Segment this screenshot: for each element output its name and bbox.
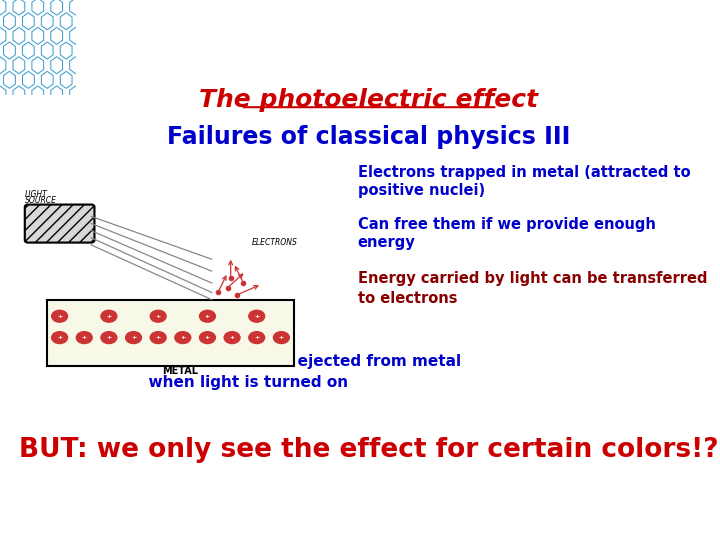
Text: +: + — [254, 314, 259, 319]
Circle shape — [249, 332, 265, 343]
Text: Failures of classical physics III: Failures of classical physics III — [167, 125, 571, 149]
Text: +: + — [81, 335, 87, 340]
Circle shape — [150, 310, 166, 322]
Circle shape — [224, 332, 240, 343]
Circle shape — [101, 310, 117, 322]
Text: +: + — [204, 314, 210, 319]
Text: when light is turned on: when light is turned on — [96, 375, 348, 389]
Text: Observation: electrons ejected from metal: Observation: electrons ejected from meta… — [96, 354, 461, 369]
Text: BUT: we only see the effect for certain colors!?: BUT: we only see the effect for certain … — [19, 437, 719, 463]
Text: +: + — [107, 314, 112, 319]
Circle shape — [52, 310, 68, 322]
Text: +: + — [204, 335, 210, 340]
Text: to electrons: to electrons — [358, 292, 457, 306]
Text: +: + — [254, 335, 259, 340]
Text: +: + — [57, 335, 62, 340]
Text: +: + — [156, 314, 161, 319]
Circle shape — [125, 332, 141, 343]
Circle shape — [199, 310, 215, 322]
Circle shape — [150, 332, 166, 343]
Text: ELECTRONS: ELECTRONS — [252, 238, 298, 247]
Circle shape — [101, 332, 117, 343]
Text: The photoelectric effect: The photoelectric effect — [199, 87, 539, 112]
Text: positive nuclei): positive nuclei) — [358, 183, 485, 198]
Text: +: + — [156, 335, 161, 340]
Text: Energy carried by light can be transferred: Energy carried by light can be transferr… — [358, 271, 707, 286]
Circle shape — [274, 332, 289, 343]
Text: energy: energy — [358, 235, 415, 250]
Circle shape — [76, 332, 92, 343]
FancyBboxPatch shape — [24, 205, 94, 242]
Text: SOURCE: SOURCE — [24, 195, 57, 205]
Circle shape — [249, 310, 265, 322]
Text: +: + — [180, 335, 186, 340]
Text: METAL: METAL — [162, 366, 198, 376]
Text: +: + — [57, 314, 62, 319]
Circle shape — [199, 332, 215, 343]
Circle shape — [175, 332, 191, 343]
Text: Electrons trapped in metal (attracted to: Electrons trapped in metal (attracted to — [358, 165, 690, 180]
Text: LIGHT: LIGHT — [24, 190, 48, 199]
Text: +: + — [279, 335, 284, 340]
Text: Can free them if we provide enough: Can free them if we provide enough — [358, 217, 656, 232]
Bar — [47, 300, 294, 366]
Text: +: + — [107, 335, 112, 340]
Text: +: + — [230, 335, 235, 340]
Text: +: + — [131, 335, 136, 340]
Circle shape — [52, 332, 68, 343]
